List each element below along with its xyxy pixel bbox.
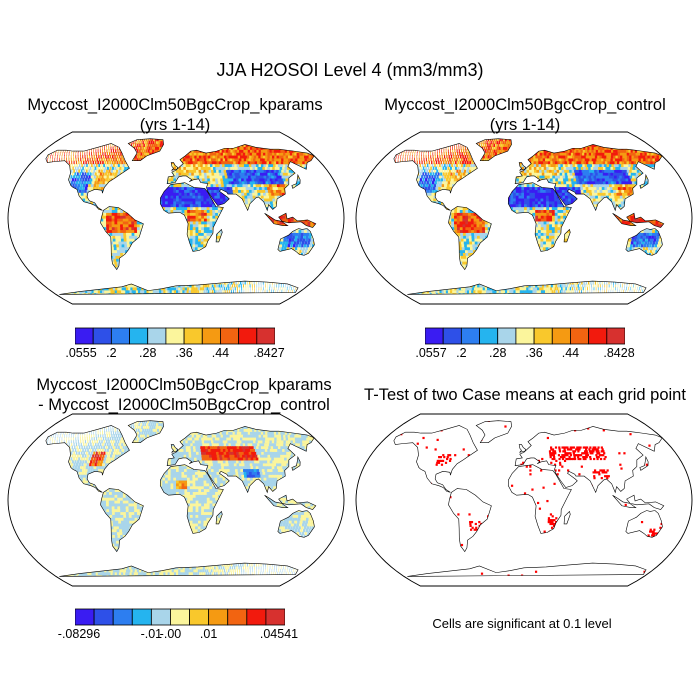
panel-title-line: Myccost_I2000Clm50BgcCrop_kparams (0, 95, 350, 115)
colorbar-swatch (238, 327, 258, 345)
colorbar-tick-label: .28 (489, 346, 506, 360)
colorbar-swatch (442, 327, 462, 345)
colorbar-swatch (189, 608, 210, 626)
colorbar-tick-label: .8428 (603, 346, 634, 360)
colorbar-difference (75, 608, 285, 626)
colorbar-tick-label: .36 (525, 346, 542, 360)
colorbar-swatch (165, 327, 185, 345)
colorbar-swatch (93, 608, 114, 626)
colorbar-swatch (227, 608, 248, 626)
colorbar-tick-label: .8427 (253, 346, 284, 360)
colorbar-swatch (75, 327, 94, 345)
colorbar-tick-label: .2 (106, 346, 116, 360)
coastline (45, 420, 317, 577)
colorbar-tick-label: -.01 (141, 627, 163, 641)
colorbar-swatch (208, 608, 229, 626)
colorbar-swatch (131, 608, 152, 626)
colorbar-tick-label: .0557 (415, 346, 446, 360)
map-panel-control (355, 131, 693, 305)
colorbar-swatch (150, 608, 171, 626)
colorbar-swatch (112, 608, 133, 626)
colorbar-swatch (606, 327, 625, 345)
significant-cells (393, 420, 664, 577)
panel-title-line: T-Test of two Case means at each grid po… (350, 385, 700, 405)
panel-title-ttest: T-Test of two Case means at each grid po… (350, 385, 700, 405)
colorbar-swatch (170, 608, 190, 626)
colorbar-tick-label: .04541 (260, 627, 298, 641)
colorbar-swatch (256, 327, 275, 345)
colorbar-tick-label: .44 (562, 346, 579, 360)
colorbar-swatch (551, 327, 571, 345)
map-panel-kparams (7, 131, 345, 305)
colorbar-swatch (220, 327, 240, 345)
colorbar-tick-label: .44 (212, 346, 229, 360)
map-panel-ttest (355, 413, 693, 587)
map-border (7, 131, 345, 305)
coastline (45, 138, 317, 295)
map-border (7, 413, 345, 587)
colorbar-labels-kparams: .0555 .2 .28 .36 .44 .8427 (65, 346, 284, 362)
colorbar-swatch (479, 327, 499, 345)
colorbar-tick-label: .2 (456, 346, 466, 360)
colorbar-tick-label: -.08296 (58, 627, 100, 641)
panel-title-kparams: Myccost_I2000Clm50BgcCrop_kparams (yrs 1… (0, 95, 350, 135)
colorbar-swatch (265, 608, 285, 626)
colorbar-swatch (570, 327, 590, 345)
colorbar-swatch (147, 327, 167, 345)
colorbar-swatch (129, 327, 149, 345)
panel-subtitle-line: - Myccost_I2000Clm50BgcCrop_control (0, 395, 368, 415)
map-border (355, 131, 693, 305)
colorbar-swatch (533, 327, 553, 345)
panel-subtitle-line: (yrs 1-14) (350, 115, 700, 135)
map-panel-difference (7, 413, 345, 587)
significance-note: Cells are significant at 0.1 level (352, 616, 692, 631)
colorbar-tick-label: -.00 (160, 627, 182, 641)
panel-title-difference: Myccost_I2000Clm50BgcCrop_kparams - Mycc… (0, 375, 368, 415)
colorbar-labels-difference: -.08296 -.01 -.00 .01 .04541 (58, 627, 298, 643)
colorbar-kparams (75, 327, 275, 345)
panel-title-line: Myccost_I2000Clm50BgcCrop_control (350, 95, 700, 115)
colorbar-swatch (425, 327, 444, 345)
colorbar-swatch (497, 327, 517, 345)
map-border (355, 413, 693, 587)
colorbar-swatch (183, 327, 203, 345)
figure-title: JJA H2OSOI Level 4 (mm3/mm3) (0, 60, 700, 81)
colorbar-tick-label: .36 (175, 346, 192, 360)
panel-title-control: Myccost_I2000Clm50BgcCrop_control (yrs 1… (350, 95, 700, 135)
panel-title-line: Myccost_I2000Clm50BgcCrop_kparams (0, 375, 368, 395)
colorbar-swatch (460, 327, 480, 345)
colorbar-swatch (92, 327, 112, 345)
colorbar-swatch (246, 608, 267, 626)
colorbar-swatch (75, 608, 95, 626)
coastline (393, 138, 665, 295)
colorbar-swatch (588, 327, 608, 345)
colorbar-labels-control: .0557 .2 .28 .36 .44 .8428 (415, 346, 634, 362)
colorbar-tick-label: .01 (200, 627, 217, 641)
coastline (393, 420, 665, 577)
colorbar-swatch (515, 327, 535, 345)
panel-subtitle-line: (yrs 1-14) (0, 115, 350, 135)
colorbar-tick-label: .28 (139, 346, 156, 360)
colorbar-swatch (110, 327, 130, 345)
colorbar-control (425, 327, 625, 345)
colorbar-swatch (201, 327, 221, 345)
colorbar-tick-label: .0555 (65, 346, 96, 360)
